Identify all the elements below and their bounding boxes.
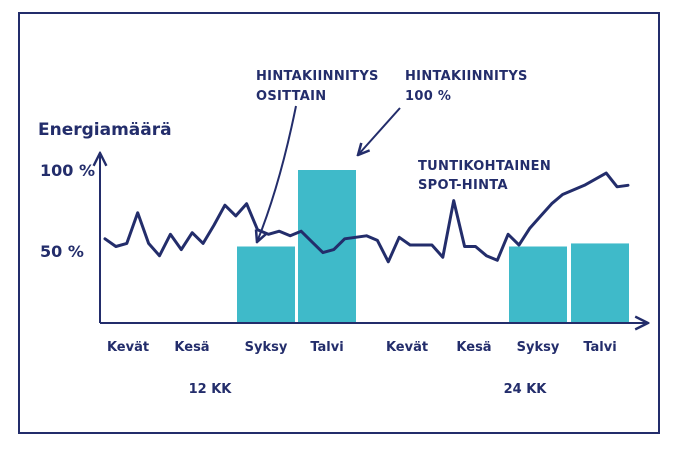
spot-price-line [103,171,630,264]
x-tick-label-6: Syksy [517,340,560,355]
x-tick-label-3: Talvi [310,340,343,355]
y-tick-50: 50 % [40,242,84,261]
bar-talvi-3 [298,170,356,323]
bar-syksy-6 [509,246,567,323]
bar-syksy-2 [237,246,295,323]
spot-line-label-line2: SPOT-HINTA [418,178,508,193]
chart-frame [18,12,660,434]
annotation-partial-fix-line1: HINTAKIINNITYS [256,69,379,84]
y-axis-label: Energiamäärä [38,120,172,140]
annotation-full-fix-arrow [358,107,401,155]
annotation-partial-fix-line2: OSITTAIN [256,89,326,104]
x-tick-label-5: Kesä [456,340,491,355]
group-label-24kk: 24 KK [504,382,548,397]
x-tick-label-1: Kesä [174,340,209,355]
x-tick-label-7: Talvi [583,340,616,355]
spot-line-label-line1: TUNTIKOHTAINEN [418,159,551,174]
x-tick-label-2: Syksy [245,340,288,355]
bar-talvi-7 [571,243,629,323]
y-tick-100: 100 % [40,161,95,180]
annotation-full-fix-line2: 100 % [405,89,451,104]
x-tick-label-4: Kevät [386,340,428,355]
annotation-partial-fix-arrow [257,105,297,242]
group-label-12kk: 12 KK [189,382,233,397]
x-tick-label-0: Kevät [107,340,149,355]
annotation-full-fix-line1: HINTAKIINNITYS [405,69,528,84]
